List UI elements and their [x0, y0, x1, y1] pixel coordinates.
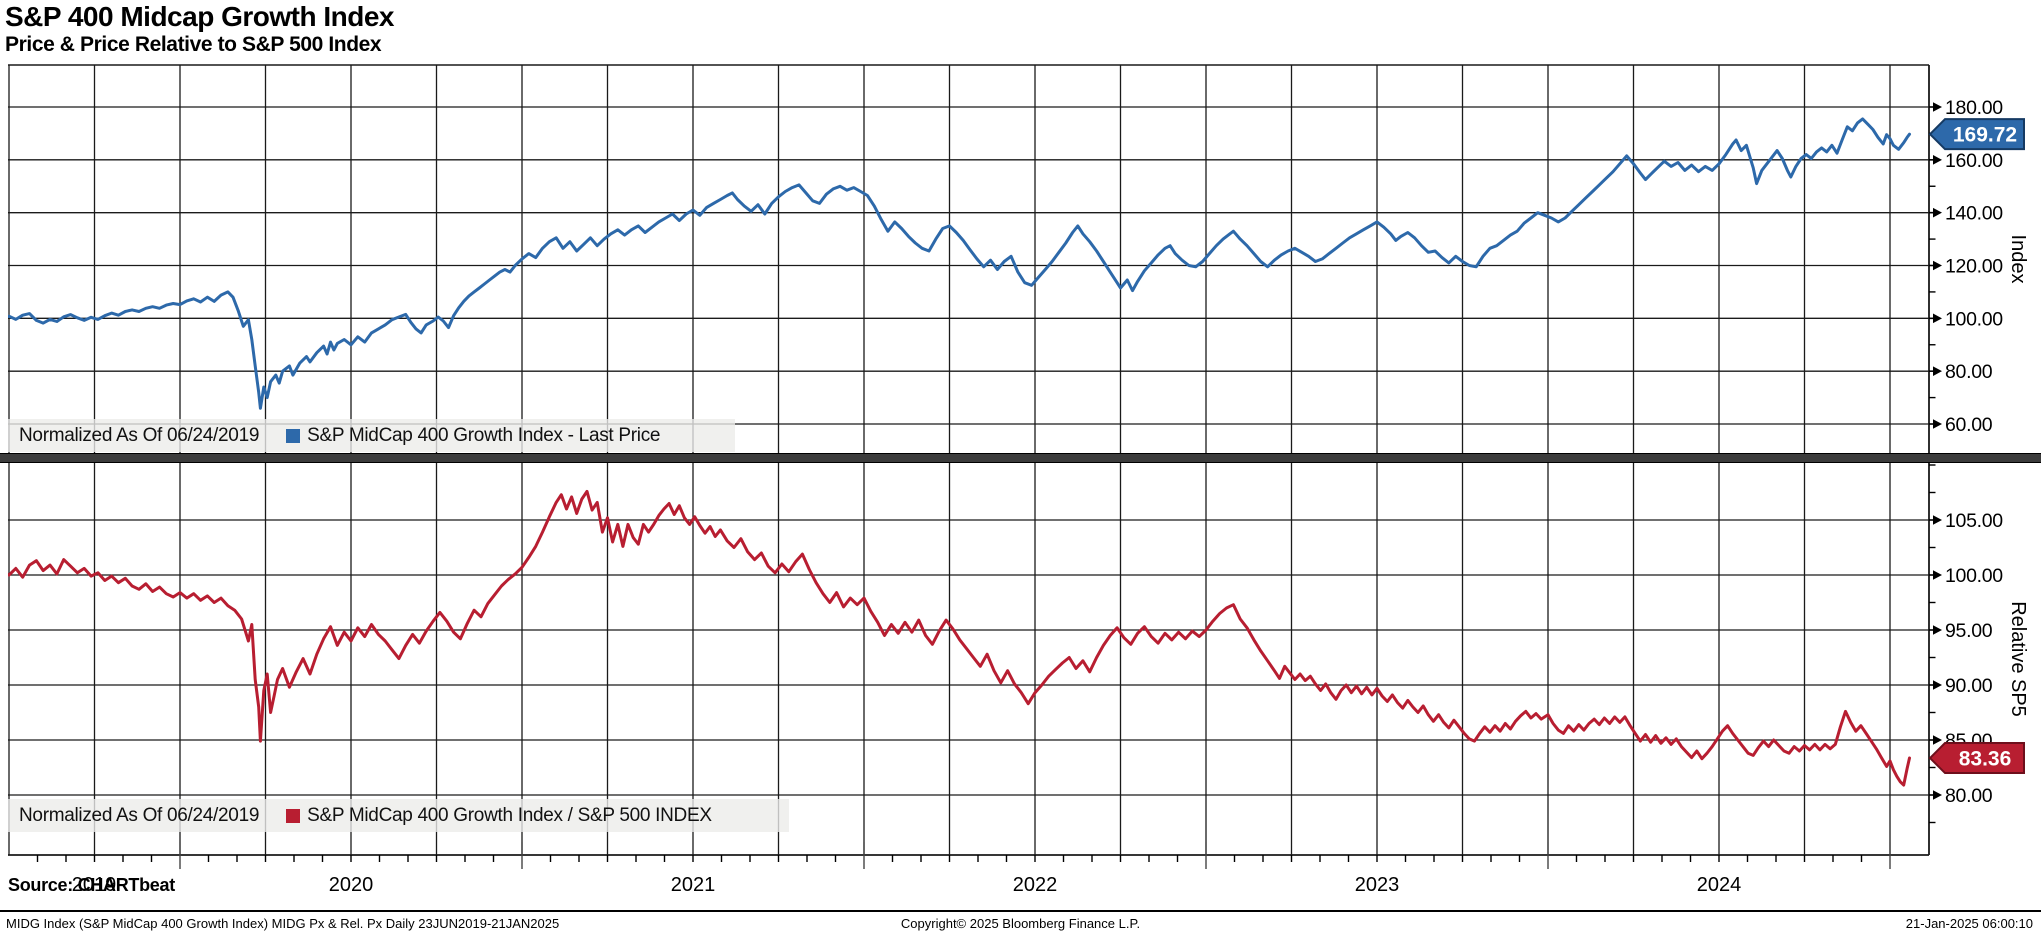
bottom-axis-tick-label: 105.00 [1945, 510, 2003, 532]
top-axis-tick-label: 60.00 [1945, 414, 1993, 436]
page-subtitle: Price & Price Relative to S&P 500 Index [5, 33, 382, 56]
top-last-price-tag: 169.72 [1953, 124, 2017, 147]
footer-divider [0, 910, 2041, 912]
bottom-axis-tick-label: 100.00 [1945, 565, 2003, 587]
top-axis-title: Index [2007, 235, 2029, 284]
source-line: Source: CHARTbeat [8, 875, 175, 895]
red-series-swatch-icon [286, 808, 301, 823]
x-axis-year-label: 2024 [1697, 874, 1742, 896]
footer-security-description: MIDG Index (S&P MidCap 400 Growth Index)… [6, 916, 560, 931]
top-axis-tick-label: 120.00 [1945, 256, 2003, 278]
bottom-panel-legend: Normalized As Of 06/24/2019 S&P MidCap 4… [8, 799, 789, 832]
top-legend-series-label: S&P MidCap 400 Growth Index - Last Price [307, 424, 661, 446]
bottom-axis-tick-label: 80.00 [1945, 785, 1993, 807]
top-panel-legend: Normalized As Of 06/24/2019 S&P MidCap 4… [8, 419, 735, 452]
bottom-last-price-tag: 83.36 [1959, 748, 2012, 771]
x-axis-year-label: 2021 [671, 874, 716, 896]
footer-timestamp: 21-Jan-2025 06:00:10 [1905, 916, 2033, 931]
footer-copyright: Copyright© 2025 Bloomberg Finance L.P. [900, 916, 1141, 931]
bottom-axis-title: Relative SP5 [2007, 601, 2029, 717]
bottom-axis-tick-label: 95.00 [1945, 620, 1993, 642]
top-axis-tick-label: 80.00 [1945, 361, 1993, 383]
blue-series-swatch-icon [286, 428, 301, 443]
top-axis-tick-label: 100.00 [1945, 308, 2003, 330]
top-axis-tick-label: 180.00 [1945, 97, 2003, 119]
top-legend-normalized-note: Normalized As Of 06/24/2019 [19, 424, 260, 446]
x-axis-year-label: 2019 [72, 874, 117, 896]
page-title: S&P 400 Midcap Growth Index [5, 1, 394, 32]
x-axis-year-label: 2023 [1355, 874, 1400, 896]
bottom-legend-normalized-note: Normalized As Of 06/24/2019 [19, 804, 260, 826]
bottom-axis-tick-label: 90.00 [1945, 675, 1993, 697]
bottom-legend-series-label: S&P MidCap 400 Growth Index / S&P 500 IN… [307, 804, 712, 826]
x-axis-year-label: 2022 [1013, 874, 1058, 896]
x-axis-year-label: 2020 [329, 874, 374, 896]
top-axis-tick-label: 160.00 [1945, 150, 2003, 172]
top-axis-tick-label: 140.00 [1945, 203, 2003, 225]
